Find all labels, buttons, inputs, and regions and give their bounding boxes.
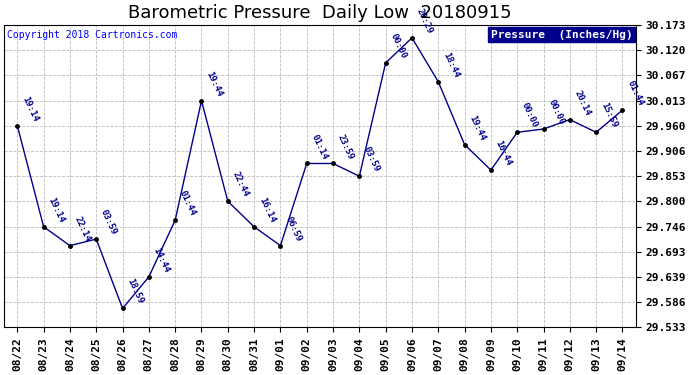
- Text: 00:00: 00:00: [546, 98, 566, 126]
- Text: 20:29: 20:29: [415, 7, 434, 35]
- Text: 15:59: 15:59: [599, 101, 618, 129]
- Text: 16:14: 16:14: [257, 196, 277, 224]
- Text: 18:44: 18:44: [441, 51, 461, 79]
- Title: Barometric Pressure  Daily Low  20180915: Barometric Pressure Daily Low 20180915: [128, 4, 512, 22]
- Text: 19:14: 19:14: [46, 196, 66, 224]
- Text: 22:14: 22:14: [72, 215, 92, 243]
- Text: 01:14: 01:14: [310, 132, 329, 161]
- Text: 03:59: 03:59: [99, 208, 119, 236]
- Text: 19:14: 19:14: [20, 95, 39, 123]
- Text: Pressure  (Inches/Hg): Pressure (Inches/Hg): [491, 30, 633, 40]
- Text: 00:00: 00:00: [388, 32, 408, 60]
- Text: 14:44: 14:44: [152, 246, 171, 274]
- Text: 16:44: 16:44: [493, 139, 513, 167]
- Text: 01:44: 01:44: [178, 189, 197, 217]
- Text: Copyright 2018 Cartronics.com: Copyright 2018 Cartronics.com: [8, 30, 178, 40]
- Text: 18:59: 18:59: [126, 278, 145, 306]
- Text: 19:44: 19:44: [467, 114, 487, 142]
- Text: 00:00: 00:00: [520, 101, 540, 129]
- Text: 03:59: 03:59: [362, 145, 382, 174]
- Text: 23:59: 23:59: [336, 132, 355, 161]
- Text: 19:44: 19:44: [204, 70, 224, 98]
- Text: 20:14: 20:14: [573, 88, 592, 117]
- Text: 06:59: 06:59: [283, 215, 303, 243]
- Text: 01:44: 01:44: [625, 79, 644, 107]
- Text: 22:44: 22:44: [230, 170, 250, 198]
